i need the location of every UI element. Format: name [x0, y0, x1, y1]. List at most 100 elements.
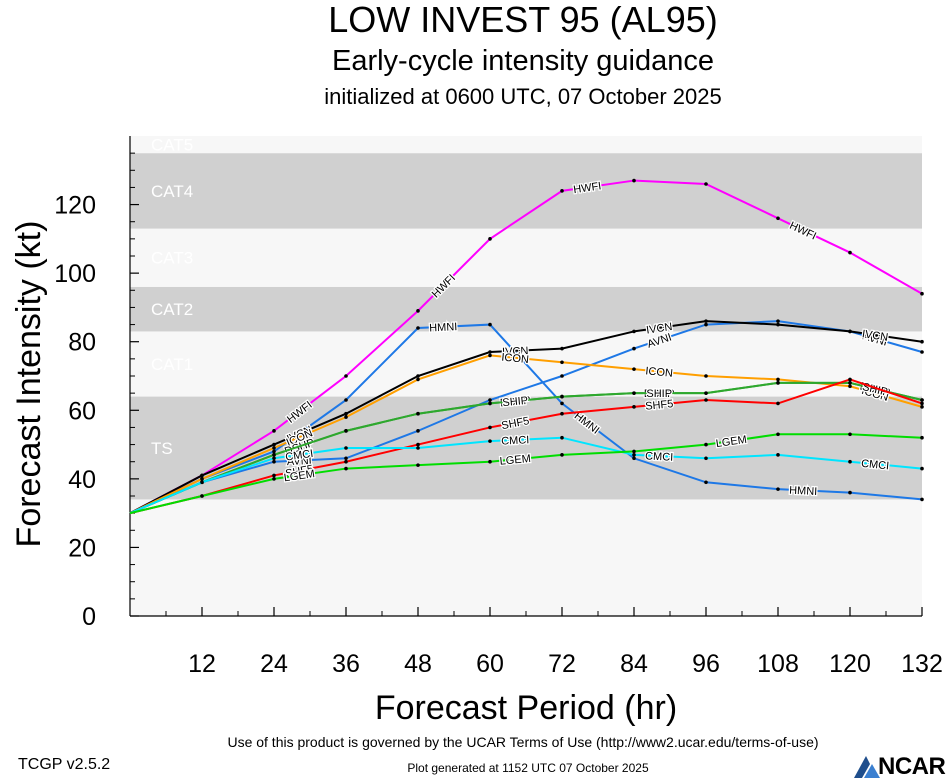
data-point	[632, 391, 636, 395]
y-tick-label: 60	[68, 397, 96, 425]
data-point	[272, 453, 276, 457]
generated-time: Plot generated at 1152 UTC 07 October 20…	[407, 761, 649, 775]
data-point	[848, 459, 852, 464]
series-label-cmci: CMCI	[861, 458, 890, 473]
band-cat5	[130, 136, 922, 154]
data-point	[416, 446, 420, 450]
data-point	[560, 411, 564, 416]
data-point	[920, 339, 924, 344]
band-label-cat4: CAT4	[151, 182, 193, 201]
data-point	[776, 319, 780, 323]
data-point	[776, 432, 780, 437]
data-point	[272, 442, 276, 447]
data-point	[416, 411, 420, 416]
data-point	[272, 477, 276, 481]
series-line-cmci	[129, 436, 923, 515]
data-point	[848, 250, 852, 255]
band-label-ts: TS	[151, 439, 173, 458]
data-point	[704, 442, 708, 447]
data-point	[920, 398, 924, 402]
series-line-ivcn	[129, 320, 923, 515]
series-label-icon: ICON	[501, 352, 530, 367]
data-point	[704, 322, 708, 327]
data-point	[920, 466, 924, 471]
x-tick-label: 48	[404, 650, 432, 678]
band-label-cat3: CAT3	[151, 249, 193, 268]
data-point	[848, 490, 852, 495]
x-tick-label: 120	[829, 650, 871, 678]
data-point	[632, 456, 636, 461]
series-line-icon	[129, 354, 923, 515]
data-point	[344, 429, 348, 433]
series-label-lgem: LGEM	[283, 468, 316, 484]
data-point	[776, 377, 780, 382]
data-point	[848, 432, 852, 437]
series-label-cmci: CMCI	[285, 448, 315, 464]
data-point	[632, 178, 636, 183]
data-point	[848, 329, 852, 334]
data-point	[704, 182, 708, 186]
series-label-lgem: LGEM	[499, 453, 531, 468]
x-axis-label: Forecast Period (hr)	[375, 689, 677, 727]
series-label-hwfi: HWFI	[573, 180, 603, 196]
data-point	[920, 435, 924, 440]
data-point	[272, 429, 276, 433]
y-tick-label: 0	[82, 603, 96, 631]
data-point	[488, 401, 492, 406]
series-label-ivcn: IVCN	[645, 321, 673, 337]
chart-subtitle: Early-cycle intensity guidance	[331, 45, 714, 77]
data-point	[344, 411, 348, 416]
data-point	[488, 237, 492, 241]
data-point	[776, 487, 780, 491]
series-lgem: LGEM LGEM LGEM	[129, 432, 924, 515]
data-point	[848, 384, 852, 389]
data-point	[344, 398, 348, 402]
data-point	[272, 473, 276, 478]
x-tick-label: 132	[901, 650, 943, 678]
data-point	[416, 326, 420, 330]
x-tick-label: 84	[620, 650, 648, 678]
data-point	[488, 425, 492, 430]
data-point	[344, 446, 348, 450]
x-tick-label: 60	[476, 650, 504, 678]
data-point	[848, 381, 852, 385]
data-point	[416, 374, 420, 378]
chart-init-time: initialized at 0600 UTC, 07 October 2025	[324, 84, 722, 109]
band-label-cat5: CAT5	[151, 136, 193, 155]
y-axis-label: Forecast Intensity (kt)	[10, 221, 48, 548]
series-line-ship	[129, 381, 923, 515]
series-line-lgem	[129, 433, 923, 515]
series-label-lgem: LGEM	[715, 434, 748, 450]
data-point	[632, 405, 636, 409]
series-label-shf5: SHF5	[645, 398, 674, 413]
series-label-ivcn: IVCN	[502, 345, 529, 358]
data-point	[704, 398, 708, 402]
data-point	[344, 466, 348, 471]
ncar-logo-text: NCAR	[878, 753, 946, 780]
series-label-avni: AVNI	[287, 455, 312, 468]
data-point	[632, 453, 636, 457]
y-tick-label: 120	[54, 192, 96, 220]
data-point	[344, 374, 348, 378]
data-point	[416, 429, 420, 433]
data-point	[776, 401, 780, 406]
ncar-logo: NCAR	[852, 752, 946, 780]
y-tick-label: 80	[68, 329, 96, 357]
data-point	[488, 322, 492, 327]
data-point	[632, 329, 636, 334]
series-label-ship: SHIP	[502, 395, 529, 409]
data-point	[560, 435, 564, 440]
band-cat2	[130, 286, 922, 332]
data-point	[704, 319, 708, 323]
data-point	[560, 453, 564, 457]
x-tick-label: 72	[548, 650, 576, 678]
series-cmci: CMCI CMCI CMCI CMCI	[129, 433, 924, 515]
series-line-shf5	[129, 378, 923, 515]
data-point	[704, 456, 708, 461]
band-cat4	[130, 153, 922, 229]
data-point	[416, 377, 420, 382]
ncar-logo-mark-icon	[854, 756, 880, 778]
data-point	[272, 446, 276, 450]
series-label-hmni: HMNI	[789, 485, 818, 498]
